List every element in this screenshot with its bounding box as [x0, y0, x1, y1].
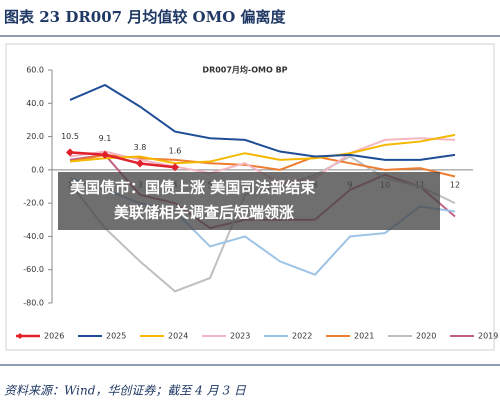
y-tick-label: 20.0 — [26, 132, 44, 141]
point-marker — [101, 150, 109, 159]
overlay-banner — [58, 172, 440, 230]
chart-frame — [5, 43, 495, 351]
legend-label: 2025 — [106, 332, 126, 341]
legend-label: 2019 — [478, 332, 498, 341]
point-marker — [136, 159, 144, 168]
chart-title: DR007月均-OMO BP — [202, 65, 287, 75]
header-title: 图表 23 DR007 月均值较 OMO 偏离度 — [4, 8, 287, 26]
legend-label: 2023 — [230, 332, 250, 341]
data-label: 3.8 — [134, 143, 147, 152]
y-tick-label: -60.0 — [23, 265, 44, 274]
legend-label: 2021 — [354, 332, 374, 341]
y-tick-label: -40.0 — [23, 232, 44, 241]
y-tick-label: 40.0 — [26, 99, 44, 108]
source: 资料来源：Wind，华创证券；截至 4 月 3 日 — [4, 384, 247, 398]
legend-label: 2024 — [168, 332, 188, 341]
overlay-text: 美联储相关调查后短端领涨 — [114, 204, 294, 222]
y-tick-label: -80.0 — [23, 299, 44, 308]
data-label: 1.6 — [169, 147, 182, 156]
overlay-text: 美国债市：国债上涨 美国司法部结束 — [70, 179, 316, 197]
data-label: 9.1 — [99, 134, 112, 143]
point-marker — [171, 163, 179, 172]
legend-label: 2020 — [416, 332, 436, 341]
data-label: 10.5 — [61, 132, 79, 141]
point-marker — [66, 148, 74, 157]
y-tick-label: -20.0 — [23, 199, 44, 208]
series-line — [69, 83, 456, 161]
y-tick-label: 0.0 — [31, 165, 44, 174]
y-tick-label: 60.0 — [26, 66, 44, 75]
legend-label: 2022 — [292, 332, 312, 341]
legend-marker — [17, 333, 23, 339]
legend-label: 2026 — [44, 332, 64, 341]
x-tick-label: 12 — [450, 180, 460, 189]
series-line — [69, 133, 456, 165]
series-line — [69, 151, 176, 169]
